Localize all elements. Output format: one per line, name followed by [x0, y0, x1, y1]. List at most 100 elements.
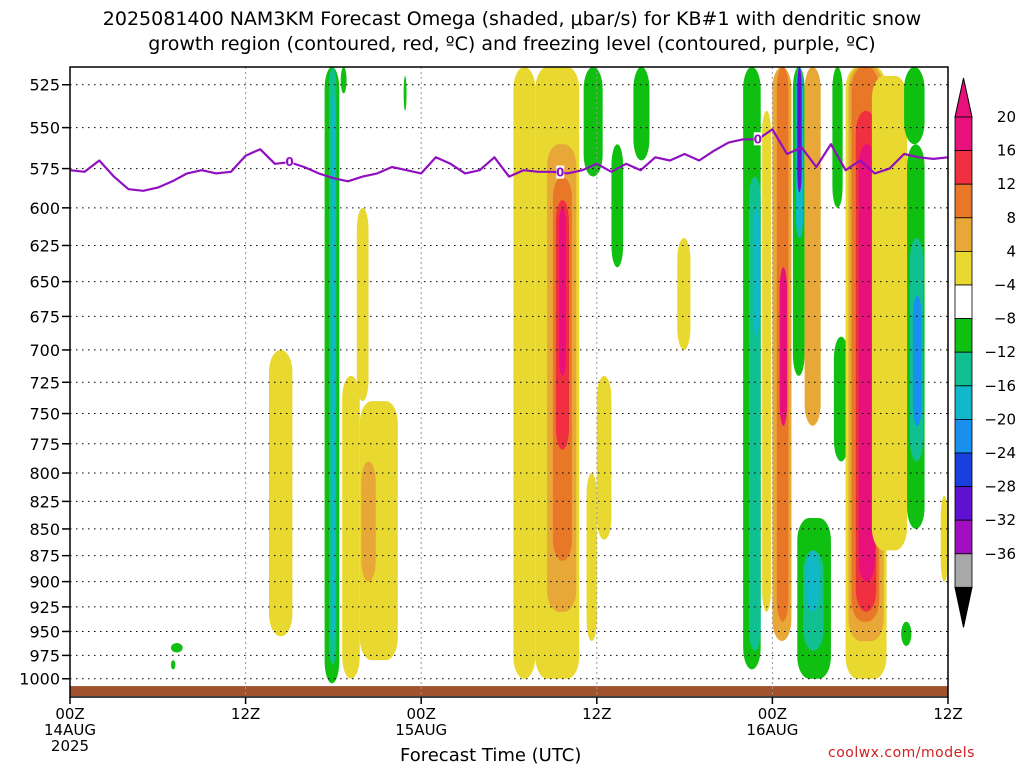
colorbar-tick-1: 16 — [997, 142, 1016, 160]
omega-band-49 — [170, 643, 183, 653]
ytick-label-750: 750 — [29, 405, 60, 424]
ytick-label-850: 850 — [29, 520, 60, 539]
colorbar-swatch-1 — [954, 150, 973, 185]
colorbar-swatch-5 — [954, 284, 973, 319]
omega-band-47 — [901, 621, 912, 646]
omega-band-27 — [779, 267, 788, 426]
ytick-label-675: 675 — [29, 307, 60, 326]
colorbar-tick-0: 20 — [997, 108, 1016, 126]
omega-band-34 — [804, 67, 821, 426]
omega-band-19 — [633, 67, 650, 161]
xtick-label-1: 12Z — [231, 705, 260, 723]
colorbar-tick-8: −16 — [984, 377, 1016, 395]
omega-band-42 — [871, 75, 908, 551]
colorbar-swatch-4 — [954, 250, 973, 286]
omega-band-23 — [753, 207, 760, 337]
omega-band-8 — [269, 349, 293, 637]
ytick-label-875: 875 — [29, 547, 60, 566]
omega-band-4 — [342, 375, 360, 679]
colorbar-swatch-11 — [954, 486, 973, 521]
ytick-label-700: 700 — [29, 341, 60, 360]
ytick-label-925: 925 — [29, 598, 60, 617]
ytick-label-975: 975 — [29, 646, 60, 665]
colorbar-swatch-3 — [954, 217, 973, 252]
colorbar-tick-5: −4 — [994, 276, 1016, 294]
ytick-label-550: 550 — [29, 119, 60, 138]
freezing-level-contour: 0 0 0 — [69, 128, 949, 192]
colorbar-tick-13: −36 — [984, 545, 1016, 563]
omega-band-36 — [833, 336, 849, 462]
colorbar-bottom-arrow — [954, 586, 973, 628]
colorbar-top-arrow — [954, 77, 973, 118]
colorbar-swatch-2 — [954, 183, 973, 219]
omega-band-35 — [832, 67, 843, 208]
xtick-label-2: 00Z — [407, 705, 436, 723]
colorbar-swatch-0 — [954, 116, 973, 151]
colorbar-tick-7: −12 — [984, 343, 1016, 361]
colorbar-swatch-7 — [954, 351, 973, 387]
xtick-year-0: 2025 — [51, 737, 89, 755]
site-credit: coolwx.com/models — [828, 745, 975, 761]
omega-band-15 — [583, 67, 603, 177]
ytick-label-825: 825 — [29, 492, 60, 511]
freezing-label-bg-2 — [753, 132, 762, 146]
omega-band-20 — [677, 238, 691, 350]
xtick-label-0: 00Z — [55, 705, 84, 723]
xtick-label-4: 00Z — [758, 705, 787, 723]
freezing-level-label-0: 0 — [285, 155, 293, 169]
omega-shading — [170, 67, 948, 684]
omega-band-41 — [858, 144, 875, 582]
omega-band-9 — [513, 67, 536, 679]
xtick-label-3: 12Z — [582, 705, 611, 723]
colorbar-tick-3: 8 — [1006, 209, 1016, 227]
colorbar-swatch-12 — [954, 519, 973, 555]
x-axis-label: Forecast Time (UTC) — [400, 745, 582, 766]
colorbar-tick-9: −20 — [984, 410, 1016, 428]
colorbar-tick-4: 4 — [1006, 242, 1016, 260]
chart-title-line-2: growth region (contoured, red, ºC) and f… — [148, 33, 876, 55]
omega-band-43 — [904, 67, 925, 145]
ytick-label-625: 625 — [29, 236, 60, 255]
ytick-label-725: 725 — [29, 373, 60, 392]
chart-title-line-1: 2025081400 NAM3KM Forecast Omega (shaded… — [102, 8, 922, 30]
y-axis-ticks: 525 550 575 600 625 650 675 700 725 750 775 800 825 8… — [19, 76, 70, 689]
omega-band-33 — [806, 550, 820, 612]
colorbar-tick-12: −32 — [984, 511, 1016, 529]
omega-band-51 — [403, 75, 407, 111]
ytick-label-650: 650 — [29, 273, 60, 292]
freezing-level-label-1: 0 — [556, 166, 564, 180]
omega-band-46 — [912, 295, 922, 426]
colorbar-tick-11: −28 — [984, 478, 1016, 496]
omega-band-2 — [331, 93, 335, 642]
omega-band-7 — [356, 207, 369, 402]
xtick-date-2: 15AUG — [395, 721, 447, 739]
colorbar-swatch-8 — [954, 385, 973, 420]
xtick-label-5: 12Z — [933, 705, 962, 723]
colorbar: 20 16 12 8 4 −4 −8 −12 −16 −20 −24 −28 −32 −36 — [954, 77, 1016, 628]
colorbar-tick-10: −24 — [984, 444, 1016, 462]
omega-band-16 — [586, 473, 597, 642]
omega-band-14 — [558, 207, 567, 376]
ytick-label-775: 775 — [29, 435, 60, 454]
grid-lines — [70, 67, 948, 697]
xtick-date-4: 16AUG — [746, 721, 798, 739]
colorbar-swatch-10 — [954, 452, 973, 487]
freezing-label-bg-1 — [556, 165, 565, 179]
omega-band-30 — [797, 67, 802, 193]
ground-strip — [70, 686, 948, 696]
freezing-label-bg-0 — [285, 155, 294, 169]
ytick-label-900: 900 — [29, 573, 60, 592]
omega-band-17 — [596, 375, 612, 540]
freezing-level-label-2: 0 — [754, 132, 762, 146]
ytick-label-575: 575 — [29, 160, 60, 179]
ytick-label-950: 950 — [29, 622, 60, 641]
colorbar-swatch-6 — [954, 318, 973, 353]
ytick-label-525: 525 — [29, 76, 60, 95]
omega-band-18 — [611, 144, 624, 268]
ytick-label-600: 600 — [29, 199, 60, 218]
colorbar-tick-2: 12 — [997, 175, 1016, 193]
freezing-level-line — [69, 128, 949, 192]
omega-band-48 — [940, 495, 948, 582]
